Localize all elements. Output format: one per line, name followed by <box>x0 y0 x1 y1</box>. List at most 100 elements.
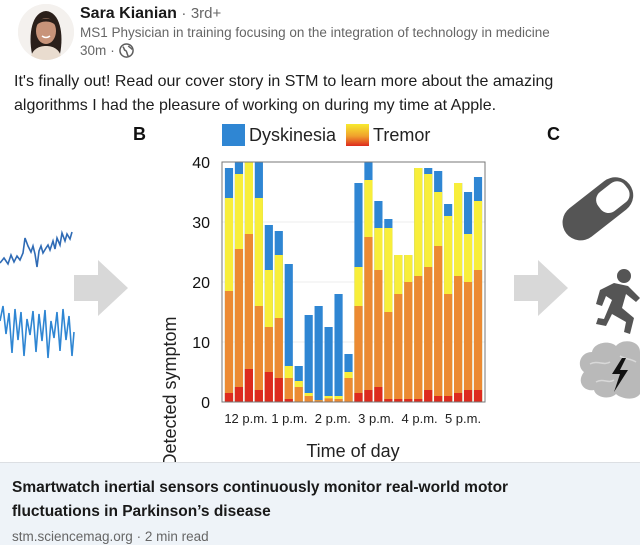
bar-segment-dyskinesia <box>284 264 293 402</box>
chart-bars <box>224 162 483 402</box>
chart-bar <box>473 177 483 402</box>
avatar-photo-icon <box>18 4 74 60</box>
bar-segment-tremor-moderate <box>414 276 423 402</box>
post-figure[interactable]: B C Dyskinesia Tremor <box>0 120 640 462</box>
bar-segment-tremor-severe <box>254 390 263 402</box>
chart-bar <box>454 183 463 402</box>
chart-bar <box>424 168 433 402</box>
connection-degree: 3rd+ <box>190 5 222 22</box>
article-title-line-1: Smartwatch inertial sensors continuously… <box>12 479 509 496</box>
bar-segment-tremor-severe <box>354 393 363 402</box>
dyskinesia-waveform <box>0 229 73 268</box>
bar-segment-tremor-moderate <box>354 306 363 402</box>
legend-swatch-tremor <box>346 124 370 146</box>
bar-segment-tremor-severe <box>434 396 443 402</box>
brain-lightning-icon <box>579 341 640 399</box>
bar-segment-tremor-moderate <box>314 400 323 402</box>
x-tick-label: 12 p.m. <box>224 411 267 426</box>
bar-segment-tremor-moderate <box>434 246 443 402</box>
bar-segment-tremor-severe <box>244 369 253 402</box>
post-time[interactable]: 30m <box>80 43 107 58</box>
author-name[interactable]: Sara Kianian <box>80 5 177 22</box>
meta-separator: · <box>110 43 115 58</box>
chart-bar <box>354 183 363 402</box>
x-tick-label: 2 p.m. <box>315 411 351 426</box>
bar-segment-tremor-moderate <box>264 327 273 402</box>
bar-segment-dyskinesia <box>304 315 313 402</box>
bar-segment-tremor-severe <box>404 399 413 402</box>
bar-segment-tremor-moderate <box>304 396 313 402</box>
bar-segment-tremor-moderate <box>473 270 483 402</box>
chart-bar <box>304 315 313 402</box>
panel-b-label: B <box>133 124 146 144</box>
author-headline: MS1 Physician in training focusing on th… <box>80 25 550 40</box>
chart-bar <box>414 168 423 402</box>
bar-segment-tremor-severe <box>234 387 244 402</box>
x-axis-title: Time of day <box>306 441 399 461</box>
post-meta: 30m · <box>80 43 134 58</box>
figure-canvas: 0 10 20 30 40 12 p.m. 1 p.m. 2 p.m. 3 p.m. 4 p.m… <box>0 155 640 462</box>
chart-legend: Dyskinesia Tremor <box>222 124 430 146</box>
article-title[interactable]: Smartwatch inertial sensors continuously… <box>12 476 612 524</box>
x-tick-label: 4 p.m. <box>402 411 438 426</box>
right-arrow-icon <box>514 260 568 316</box>
article-meta-separator: · <box>136 529 142 544</box>
bar-segment-tremor-moderate <box>444 294 453 402</box>
bar-segment-tremor-moderate <box>424 267 433 402</box>
bar-segment-tremor-moderate <box>454 276 463 402</box>
bar-segment-tremor-moderate <box>224 291 234 402</box>
bar-segment-tremor-moderate <box>374 270 383 402</box>
bar-segment-dyskinesia <box>314 306 323 402</box>
article-link-card[interactable]: Smartwatch inertial sensors continuously… <box>0 462 640 545</box>
chart-bar <box>314 306 323 402</box>
bar-segment-tremor-severe <box>463 390 473 402</box>
chart-bar <box>394 255 403 402</box>
connection-separator: · <box>181 5 187 22</box>
bar-segment-tremor-mild <box>254 198 263 402</box>
bar-segment-tremor-moderate <box>344 378 353 402</box>
bar-segment-tremor-moderate <box>244 234 253 402</box>
post-header: Sara Kianian · 3rd+ MS1 Physician in tra… <box>0 0 640 66</box>
x-tick-label: 3 p.m. <box>358 411 394 426</box>
chart-bar <box>374 201 383 402</box>
post-text-line-1: It's finally out! Read our cover story i… <box>14 73 554 90</box>
y-tick-label: 0 <box>201 395 210 412</box>
y-tick-label: 40 <box>192 155 210 172</box>
bar-segment-tremor-moderate <box>274 318 283 402</box>
bar-segment-tremor-severe <box>473 390 483 402</box>
globe-icon <box>118 43 134 58</box>
legend-label-dyskinesia: Dyskinesia <box>249 124 337 145</box>
left-arrow-icon <box>74 260 128 316</box>
running-person-icon <box>596 269 640 334</box>
bar-segment-tremor-severe <box>454 393 463 402</box>
bar-segment-tremor-severe <box>224 393 234 402</box>
chart-bar <box>463 192 473 402</box>
x-tick-label: 5 p.m. <box>445 411 481 426</box>
chart-bar <box>264 225 273 402</box>
chart-bar <box>234 162 244 402</box>
bar-segment-tremor-severe <box>414 399 423 402</box>
chart-bar <box>244 162 253 402</box>
bar-segment-tremor-severe <box>284 399 293 402</box>
article-read-time: 2 min read <box>144 529 209 544</box>
bar-segment-tremor-moderate <box>254 306 263 402</box>
bar-segment-tremor-moderate <box>234 249 244 402</box>
bar-segment-tremor-moderate <box>294 387 303 402</box>
chart-bar <box>324 327 333 402</box>
x-axis-ticks: 12 p.m. 1 p.m. 2 p.m. 3 p.m. 4 p.m. 5 p.m. <box>224 411 481 426</box>
legend-swatch-dyskinesia <box>222 124 245 146</box>
chart-bar <box>274 231 283 402</box>
bar-segment-dyskinesia <box>334 294 343 402</box>
bar-segment-tremor-severe <box>274 378 283 402</box>
post-text: It's finally out! Read our cover story i… <box>14 70 634 118</box>
y-axis-title: % Detected symptom <box>160 316 180 462</box>
bar-segment-tremor-moderate <box>364 237 373 402</box>
y-tick-label: 30 <box>192 215 210 232</box>
bar-segment-tremor-severe <box>364 390 373 402</box>
author-avatar[interactable] <box>18 4 74 60</box>
chart-bar <box>294 366 303 402</box>
plot-frame <box>221 161 486 403</box>
bar-segment-tremor-moderate <box>384 312 393 402</box>
chart-bar <box>254 162 263 402</box>
chart-bar <box>284 264 293 402</box>
